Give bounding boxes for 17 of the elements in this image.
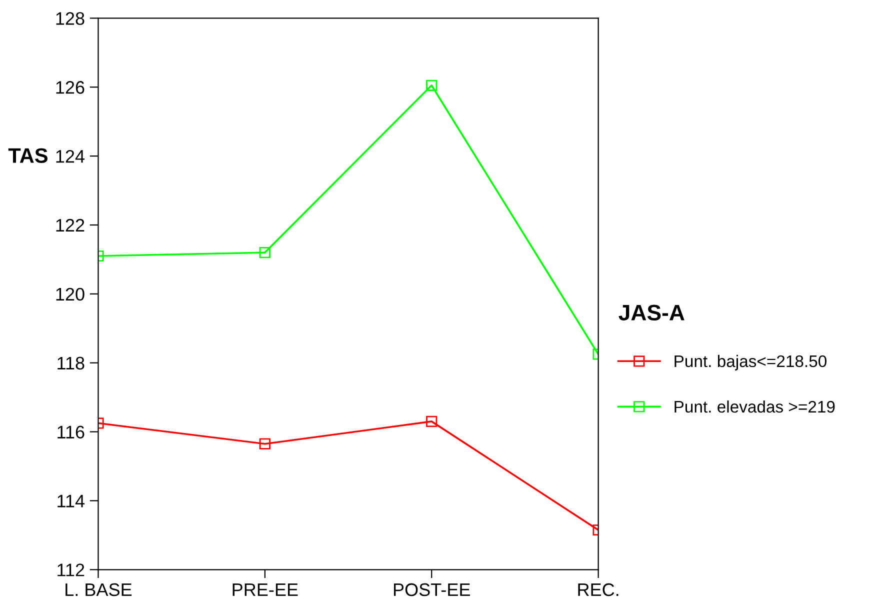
y-tick-label: 128	[56, 12, 84, 25]
y-tick-label: 120	[56, 288, 84, 301]
y-tick-label: 124	[56, 150, 85, 163]
x-tick-label: PRE-EE	[232, 583, 298, 596]
x-tick-label: REC.	[578, 583, 618, 596]
y-axis-title: TAS	[8, 148, 48, 163]
y-tick-label: 112	[58, 564, 84, 576]
y-tick-label: 126	[56, 81, 84, 94]
y-tick-label: 116	[58, 426, 84, 438]
y-tick-label: 118	[58, 356, 84, 370]
legend-label: Punt. bajas<=218.50	[674, 354, 826, 370]
y-tick-label: 122	[56, 218, 84, 232]
y-tick-label: 114	[58, 494, 85, 508]
legend-label: Punt. elevadas >=219	[674, 400, 835, 413]
legend-title: JAS-A	[618, 304, 684, 321]
x-tick-label: L. BASE	[66, 583, 132, 596]
x-tick-label: POST-EE	[394, 583, 470, 596]
